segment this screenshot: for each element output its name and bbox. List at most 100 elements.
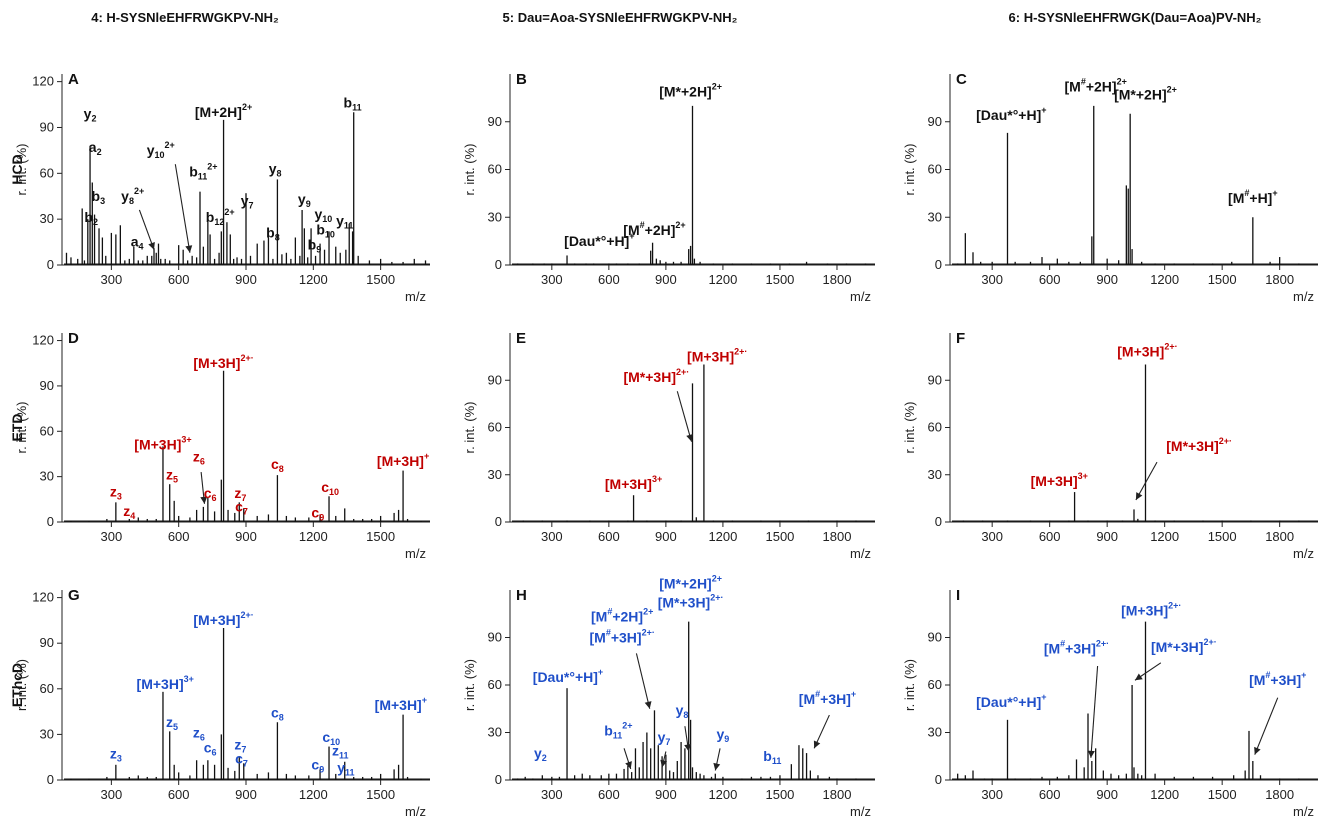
y-tick-label: 90: [488, 114, 502, 129]
panel-I-annotations: [Dau*°+H]+ [M+3H]2+· [M#+3H]2+· [M*+3H]2+· […: [976, 600, 1306, 758]
column-title-3: 6: H-SYSNleEHFRWGK(Dau=Aoa)PV-NH₂: [1009, 10, 1262, 25]
peak-annotation: z3: [110, 746, 122, 764]
x-tick-label: 1500: [765, 529, 794, 544]
x-tick-label: 1200: [708, 787, 737, 802]
x-tick-label: 300: [101, 787, 123, 802]
y-axis-label: r. int. (%): [462, 659, 477, 711]
y-tick-label: 0: [47, 514, 54, 529]
y-axis-label: r. int. (%): [14, 143, 29, 195]
x-tick-label: 1500: [1208, 529, 1237, 544]
peak-annotation: [M*+2H]2+: [659, 81, 722, 99]
peak-annotation: b11: [763, 748, 781, 766]
y-tick-label: 30: [488, 209, 502, 224]
x-tick-label: 1800: [1265, 529, 1294, 544]
panel-B-annotations: [M*+2H]2+ [Dau*°+H]+[M#+2H]2+: [564, 81, 722, 249]
annotation-arrow: [1090, 665, 1099, 758]
x-tick-label: 1500: [1208, 272, 1237, 287]
x-tick-label: 600: [598, 787, 620, 802]
peak-annotation: c6: [204, 485, 217, 503]
y-axis-label: r. int. (%): [902, 401, 917, 453]
y-axis-label: r. int. (%): [14, 401, 29, 453]
peak-annotation: z3: [110, 483, 122, 501]
y-tick-label: 90: [928, 630, 942, 645]
x-axis-label: m/z: [1293, 546, 1314, 561]
peak-annotation: y10: [315, 206, 333, 224]
y-tick-label: 60: [40, 165, 54, 180]
x-axis-label: m/z: [1293, 289, 1314, 304]
annotation-arrow: [635, 653, 651, 709]
y-tick-label: 30: [40, 469, 54, 484]
y-tick-label: 60: [928, 420, 942, 435]
annotation-arrow: [174, 164, 191, 253]
peak-annotation: [M+3H]2+·: [193, 353, 253, 371]
panel-D-axes: 0 30 60 90 120 300 600 900 1200 1500: [32, 333, 430, 544]
x-tick-label: 900: [655, 787, 677, 802]
peak-annotation: c8: [271, 705, 284, 723]
peak-annotation: [M+3H]3+: [1031, 471, 1088, 489]
y-axis-label: r. int. (%): [902, 659, 917, 711]
y-tick-label: 60: [928, 677, 942, 692]
panel-D-peaks: [64, 370, 430, 522]
panel-letter: G: [68, 587, 80, 604]
panel-E-axes: 0 30 60 90 300 600 900 1200 1500 1800: [488, 333, 875, 544]
y-tick-label: 120: [32, 333, 54, 348]
peak-annotation: b9: [308, 237, 322, 255]
y-tick-label: 0: [47, 257, 54, 272]
panel-I: 0 30 60 90 300 600 900 1200 1500 1800 r. int. (%) m…: [902, 587, 1318, 819]
x-tick-label: 300: [101, 272, 123, 287]
panel-E-peaks: [512, 364, 875, 522]
peak-annotation: y7: [241, 192, 254, 210]
peak-annotation: z6: [193, 449, 205, 467]
x-tick-label: 300: [981, 787, 1003, 802]
x-tick-label: 1200: [1150, 272, 1179, 287]
panel-H-annotations: [M*+2H]2+[M*+3H]2+· [M#+2H]2+ [M#+3H]2+· [D…: [533, 573, 856, 771]
peak-annotation: [M+3H]3+: [137, 674, 194, 692]
x-tick-label: 1500: [366, 272, 395, 287]
peak-annotation: [M*+3H]2+·: [1151, 637, 1217, 655]
peak-annotation: [M*+3H]2+·: [1166, 436, 1232, 454]
peak-annotation: [M+3H]+: [377, 451, 429, 469]
y-tick-label: 30: [928, 467, 942, 482]
arrow-head: [625, 761, 632, 769]
x-axis-label: m/z: [405, 804, 426, 819]
y-tick-label: 60: [488, 420, 502, 435]
peak-annotation: [M+3H]2+·: [1121, 600, 1181, 618]
peak-annotation: [M+3H]2+·: [687, 346, 747, 364]
y-tick-label: 90: [488, 630, 502, 645]
panel-G-peaks: [64, 628, 430, 780]
arrow-head: [813, 740, 821, 749]
annotation-arrow: [1254, 697, 1279, 755]
x-tick-label: 1500: [366, 529, 395, 544]
panel-F: 0 30 60 90 300 600 900 1200 1500 1800 r. int. (%) m…: [902, 330, 1318, 561]
panel-I-axes: 0 30 60 90 300 600 900 1200 1500 1800: [928, 590, 1318, 802]
x-tick-label: 1500: [765, 272, 794, 287]
peak-annotation: z4: [123, 503, 135, 521]
x-tick-label: 900: [655, 272, 677, 287]
arrow-head: [148, 241, 155, 250]
panel-A-axes: 0 30 60 90 120 300 600 900 1200 1500: [32, 74, 430, 287]
arrow-head: [713, 762, 721, 771]
x-tick-label: 600: [168, 272, 190, 287]
peak-annotation: [M+3H]+: [375, 695, 427, 713]
x-tick-label: 300: [981, 272, 1003, 287]
peak-annotation: c10: [322, 729, 340, 747]
peak-annotation: b10: [316, 221, 335, 239]
panel-C: 0 30 60 90 300 600 900 1200 1500 1800 r. int. (%) m…: [902, 71, 1318, 304]
arrow-head: [200, 496, 208, 504]
x-tick-label: 1800: [823, 529, 852, 544]
panel-B-peaks: [512, 105, 875, 265]
arrow-head: [1087, 750, 1095, 758]
y-tick-label: 0: [935, 257, 942, 272]
x-tick-label: 900: [235, 529, 257, 544]
x-tick-label: 300: [101, 529, 123, 544]
y-tick-label: 60: [488, 162, 502, 177]
x-axis-label: m/z: [405, 289, 426, 304]
x-tick-label: 900: [1096, 529, 1118, 544]
peak-annotation: c9: [311, 756, 324, 774]
panel-E: 0 30 60 90 300 600 900 1200 1500 1800 r. int. (%) m…: [462, 330, 875, 561]
peak-annotation: [M#+H]+: [1228, 188, 1278, 206]
panel-B-axes: 0 30 60 90 300 600 900 1200 1500 1800: [488, 74, 875, 287]
peak-annotation: [M#+3H]+: [1249, 670, 1306, 688]
panel-letter: H: [516, 587, 527, 604]
arrow-head: [1134, 673, 1143, 681]
